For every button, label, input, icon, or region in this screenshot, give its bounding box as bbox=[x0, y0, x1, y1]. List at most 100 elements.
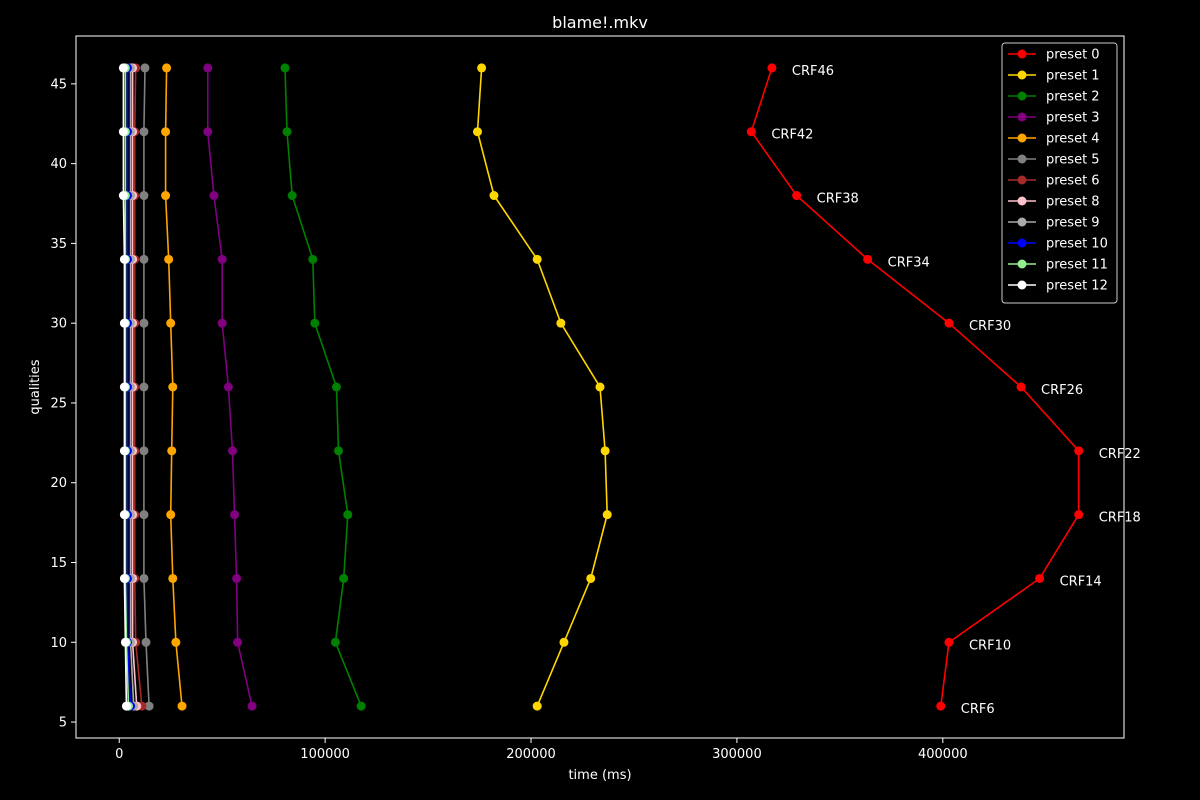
data-point bbox=[119, 446, 129, 456]
legend-label: preset 10 bbox=[1046, 237, 1108, 252]
legend-marker bbox=[1017, 259, 1027, 269]
series-preset-3 bbox=[203, 63, 257, 711]
y-tick-label: 15 bbox=[50, 556, 67, 571]
series-preset-4 bbox=[161, 63, 187, 711]
data-point bbox=[308, 254, 318, 264]
legend-item: preset 2 bbox=[1008, 90, 1100, 105]
crf-label: CRF14 bbox=[1060, 574, 1102, 589]
data-point bbox=[233, 637, 243, 647]
data-point bbox=[1016, 382, 1026, 392]
crf-label: CRF26 bbox=[1041, 383, 1083, 398]
data-point bbox=[792, 191, 802, 201]
data-point bbox=[310, 318, 320, 328]
legend-label: preset 12 bbox=[1046, 279, 1108, 294]
legend: preset 0 preset 1 preset 2 preset 3 preset 4… bbox=[1001, 42, 1118, 304]
data-point bbox=[356, 701, 366, 711]
crf-label: CRF18 bbox=[1099, 511, 1141, 526]
crf-label: CRF34 bbox=[888, 255, 930, 270]
legend-marker bbox=[1017, 49, 1027, 59]
legend-item: preset 5 bbox=[1008, 153, 1100, 168]
data-point bbox=[167, 446, 177, 456]
data-point bbox=[119, 573, 129, 583]
data-point bbox=[595, 382, 605, 392]
data-point bbox=[217, 318, 227, 328]
data-point bbox=[144, 701, 154, 711]
data-point bbox=[141, 637, 151, 647]
y-tick-label: 45 bbox=[50, 77, 67, 92]
series-preset-0 bbox=[746, 63, 1084, 711]
data-point bbox=[1074, 510, 1084, 520]
data-point bbox=[171, 637, 181, 647]
legend-item: preset 9 bbox=[1008, 216, 1100, 231]
data-point bbox=[559, 637, 569, 647]
data-point bbox=[119, 318, 129, 328]
legend-item: preset 8 bbox=[1008, 195, 1100, 210]
data-point bbox=[746, 127, 756, 137]
legend-marker bbox=[1017, 154, 1027, 164]
legend-label: preset 5 bbox=[1046, 153, 1100, 168]
legend-marker bbox=[1017, 175, 1027, 185]
data-point bbox=[339, 573, 349, 583]
data-point bbox=[586, 573, 596, 583]
data-point bbox=[1035, 573, 1045, 583]
crf-label: CRF42 bbox=[771, 128, 813, 143]
data-point bbox=[119, 510, 129, 520]
legend-item: preset 12 bbox=[1008, 279, 1108, 294]
data-point bbox=[119, 382, 129, 392]
legend-item: preset 1 bbox=[1008, 69, 1100, 84]
data-point bbox=[282, 127, 292, 137]
data-point bbox=[217, 254, 227, 264]
data-point bbox=[139, 573, 149, 583]
series-layer bbox=[118, 63, 1084, 711]
data-point bbox=[119, 254, 129, 264]
data-point bbox=[140, 63, 150, 73]
legend-label: preset 11 bbox=[1046, 258, 1108, 273]
data-point bbox=[331, 382, 341, 392]
data-point bbox=[118, 63, 128, 73]
data-point bbox=[477, 63, 487, 73]
data-point bbox=[139, 254, 149, 264]
data-point bbox=[139, 191, 149, 201]
crf-label: CRF6 bbox=[961, 702, 995, 717]
data-point bbox=[232, 573, 242, 583]
data-point bbox=[556, 318, 566, 328]
legend-marker bbox=[1017, 238, 1027, 248]
x-tick-label: 400000 bbox=[918, 747, 968, 762]
data-point bbox=[472, 127, 482, 137]
data-point bbox=[139, 382, 149, 392]
data-point bbox=[944, 637, 954, 647]
data-point bbox=[334, 446, 344, 456]
data-point bbox=[139, 446, 149, 456]
data-point bbox=[161, 191, 171, 201]
x-axis-label: time (ms) bbox=[568, 768, 631, 783]
chart-title: blame!.mkv bbox=[552, 13, 648, 32]
crf-label-layer: CRF46 CRF42 CRF38 CRF34 CRF30 CRF26 CRF22 CRF18… bbox=[771, 64, 1141, 717]
data-point bbox=[118, 191, 128, 201]
axes-layer: 0 100000 200000 300000 400000 5 10 15 20 25 30 35 40… bbox=[50, 77, 967, 762]
series-preset-2 bbox=[280, 63, 366, 711]
legend-marker bbox=[1017, 196, 1027, 206]
y-tick-label: 25 bbox=[50, 396, 67, 411]
legend-label: preset 1 bbox=[1046, 69, 1100, 84]
data-point bbox=[209, 191, 219, 201]
data-point bbox=[223, 382, 233, 392]
crf-label: CRF22 bbox=[1099, 447, 1141, 462]
legend-label: preset 6 bbox=[1046, 174, 1100, 189]
data-point bbox=[118, 127, 128, 137]
legend-marker bbox=[1017, 217, 1027, 227]
x-tick-label: 100000 bbox=[300, 747, 350, 762]
legend-label: preset 4 bbox=[1046, 132, 1100, 147]
y-tick-label: 40 bbox=[50, 157, 67, 172]
data-point bbox=[139, 318, 149, 328]
legend-label: preset 2 bbox=[1046, 90, 1100, 105]
data-point bbox=[166, 510, 176, 520]
y-tick-label: 35 bbox=[50, 237, 67, 252]
crf-label: CRF10 bbox=[969, 638, 1011, 653]
data-point bbox=[161, 127, 171, 137]
crf-label: CRF46 bbox=[792, 64, 834, 79]
legend-label: preset 9 bbox=[1046, 216, 1100, 231]
legend-marker bbox=[1017, 70, 1027, 80]
legend-item: preset 4 bbox=[1008, 132, 1100, 147]
legend-box bbox=[1001, 42, 1118, 304]
data-point bbox=[203, 63, 213, 73]
